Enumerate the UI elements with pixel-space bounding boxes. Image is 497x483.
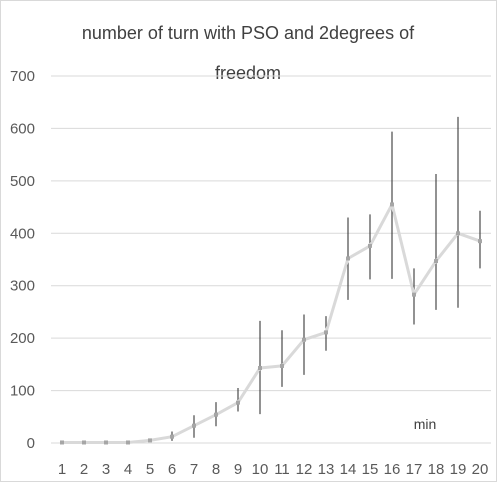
x-tick-label-10: 10 — [252, 461, 269, 478]
x-tick-label-6: 6 — [168, 461, 176, 478]
x-tick-label-16: 16 — [384, 461, 401, 478]
x-tick-label-7: 7 — [190, 461, 198, 478]
x-tick-label-14: 14 — [340, 461, 357, 478]
x-axis-tick-labels: 1 2 3 4 5 6 7 8 9 10 11 12 13 14 15 16 17 18 19 20 — [58, 461, 489, 478]
chart-title-line-2: freedom — [215, 63, 281, 83]
x-tick-label-18: 18 — [428, 461, 445, 478]
annotation-min: min — [414, 416, 437, 432]
y-tick-label-100: 100 — [10, 383, 35, 400]
data-point-17 — [412, 292, 416, 297]
data-point-6 — [170, 434, 174, 439]
error-bars — [149, 116, 481, 442]
x-tick-label-4: 4 — [124, 461, 132, 478]
data-point-3 — [104, 440, 108, 445]
x-tick-label-20: 20 — [472, 461, 489, 478]
data-point-18 — [434, 259, 438, 264]
x-tick-label-3: 3 — [102, 461, 110, 478]
x-tick-label-9: 9 — [234, 461, 242, 478]
data-point-14 — [346, 256, 350, 261]
x-tick-label-1: 1 — [58, 461, 66, 478]
data-point-8 — [214, 412, 218, 417]
chart-title: number of turn with PSO and 2degrees of … — [82, 23, 415, 83]
x-tick-label-15: 15 — [362, 461, 379, 478]
data-point-5 — [148, 438, 152, 443]
data-point-1 — [60, 440, 64, 445]
data-point-19 — [456, 231, 460, 236]
y-tick-label-300: 300 — [10, 278, 35, 295]
x-tick-label-13: 13 — [318, 461, 335, 478]
data-point-20 — [478, 239, 482, 244]
data-points — [60, 202, 482, 445]
data-point-2 — [82, 440, 86, 445]
x-tick-label-17: 17 — [406, 461, 423, 478]
data-point-12 — [302, 337, 306, 342]
series-line-0 — [62, 202, 481, 444]
y-tick-label-500: 500 — [10, 173, 35, 190]
y-tick-label-600: 600 — [10, 120, 35, 137]
data-point-13 — [324, 330, 328, 335]
data-point-15 — [368, 243, 372, 248]
y-tick-label-400: 400 — [10, 225, 35, 242]
data-point-7 — [192, 423, 196, 428]
data-point-9 — [236, 400, 240, 405]
x-tick-label-8: 8 — [212, 461, 220, 478]
x-tick-label-5: 5 — [146, 461, 154, 478]
data-point-10 — [258, 366, 262, 371]
data-point-4 — [126, 440, 130, 445]
y-tick-label-200: 200 — [10, 330, 35, 347]
x-tick-label-2: 2 — [80, 461, 88, 478]
annotations: min — [414, 416, 437, 432]
y-tick-label-700: 700 — [10, 68, 35, 85]
gridlines — [51, 75, 491, 444]
data-point-16 — [390, 202, 394, 207]
chart-title-line-1: number of turn with PSO and 2degrees of — [82, 23, 415, 43]
x-tick-label-11: 11 — [274, 461, 290, 478]
y-tick-label-0: 0 — [27, 435, 35, 452]
y-axis-tick-labels: 0 100 200 300 400 500 600 700 — [10, 68, 35, 452]
data-point-11 — [280, 363, 284, 368]
x-tick-label-19: 19 — [450, 461, 467, 478]
series-line-group — [62, 202, 481, 444]
x-tick-label-12: 12 — [296, 461, 313, 478]
